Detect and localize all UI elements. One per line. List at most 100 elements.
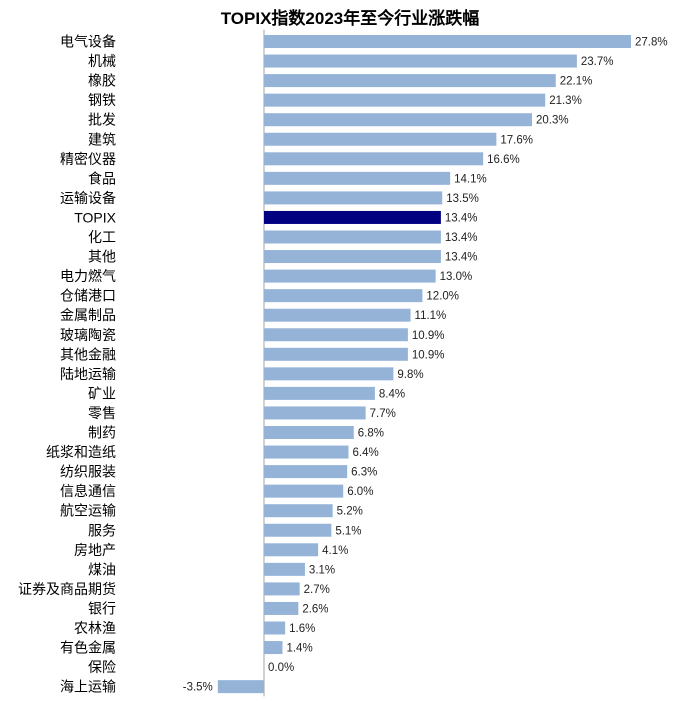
- category-label: 农林渔: [74, 620, 116, 636]
- value-label: 27.8%: [635, 37, 668, 49]
- value-label: 22.1%: [560, 76, 593, 88]
- bar: [264, 308, 411, 322]
- value-label: 6.0%: [347, 486, 373, 498]
- bar: [264, 171, 451, 185]
- value-label: 7.7%: [370, 408, 396, 420]
- bar: [264, 210, 441, 224]
- category-label: TOPIX: [74, 209, 116, 225]
- bar: [264, 191, 443, 205]
- category-label: 制药: [88, 425, 116, 441]
- value-label: 20.3%: [536, 115, 569, 127]
- value-label: 13.4%: [445, 232, 478, 244]
- value-label: 13.4%: [445, 252, 478, 264]
- value-label: 5.2%: [337, 506, 363, 518]
- value-label: 13.0%: [440, 271, 473, 283]
- bar: [264, 601, 299, 615]
- value-label: 5.1%: [335, 525, 361, 537]
- category-label: 纸浆和造纸: [46, 444, 116, 460]
- bar: [264, 426, 354, 439]
- chart-title: TOPIX指数2023年至今行业涨跌幅: [220, 9, 480, 28]
- value-label: 3.1%: [309, 564, 335, 576]
- value-label: 23.7%: [581, 56, 614, 68]
- category-label: 信息通信: [60, 483, 116, 499]
- category-label: 机械: [88, 53, 116, 69]
- category-label: 银行: [88, 600, 116, 616]
- category-label: 电力燃气: [60, 268, 116, 284]
- value-label: 1.6%: [289, 623, 315, 635]
- value-label: 11.1%: [415, 310, 447, 322]
- category-label: 矿业: [88, 385, 116, 401]
- category-label: 食品: [88, 170, 116, 186]
- bar: [264, 445, 349, 459]
- value-label: 12.0%: [426, 291, 459, 303]
- value-label: 9.8%: [397, 369, 423, 381]
- category-label: 服务: [88, 522, 116, 538]
- bar: [264, 289, 423, 303]
- category-label: 有色金属: [60, 640, 116, 656]
- bar: [264, 406, 366, 420]
- value-label: 2.7%: [304, 584, 330, 596]
- bar: [264, 74, 556, 88]
- category-label: 钢铁: [88, 92, 116, 108]
- bar: [264, 132, 497, 146]
- category-label: 橡胶: [88, 73, 116, 89]
- category-label: 煤油: [88, 561, 116, 577]
- category-label: 零售: [88, 405, 116, 421]
- bar: [264, 152, 484, 166]
- bar: [264, 113, 532, 127]
- bar: [264, 386, 375, 400]
- bar: [264, 367, 394, 381]
- bar: [264, 230, 441, 244]
- value-label: 6.3%: [351, 467, 377, 479]
- category-label: 金属制品: [60, 307, 116, 323]
- value-label: 10.9%: [412, 330, 445, 342]
- category-label: 其他金融: [60, 346, 116, 362]
- category-label: 房地产: [74, 542, 116, 558]
- category-label: 建筑: [88, 131, 116, 147]
- category-label: 运输设备: [60, 190, 116, 206]
- category-label: 其他: [88, 249, 116, 265]
- bar: [264, 347, 408, 361]
- bar: [264, 523, 332, 537]
- value-label: 17.6%: [500, 134, 533, 146]
- bar: [264, 250, 441, 264]
- bar: [264, 641, 283, 655]
- bar: [264, 562, 305, 576]
- bar: [264, 504, 333, 518]
- bar: [264, 582, 300, 596]
- value-label: 4.1%: [322, 545, 348, 557]
- value-label: 10.9%: [412, 349, 445, 361]
- bar: [264, 621, 286, 635]
- bar: [264, 484, 344, 498]
- category-label: 航空运输: [60, 503, 116, 519]
- bar: [264, 35, 631, 48]
- bar: [264, 465, 348, 479]
- value-label: 6.8%: [358, 428, 384, 440]
- value-label: 6.4%: [352, 447, 378, 459]
- category-label: 化工: [88, 229, 116, 245]
- category-label: 电气设备: [60, 34, 116, 50]
- category-label: 玻璃陶瓷: [60, 327, 116, 343]
- category-label: 海上运输: [60, 679, 116, 695]
- value-label: 1.4%: [286, 643, 312, 655]
- value-label: 16.6%: [487, 154, 520, 166]
- bar: [264, 328, 408, 342]
- value-label: 8.4%: [379, 388, 405, 400]
- value-label: 2.6%: [302, 603, 328, 615]
- bar: [264, 93, 546, 107]
- value-label: -3.5%: [183, 682, 213, 694]
- category-label: 证券及商品期货: [18, 581, 116, 597]
- value-label: 21.3%: [549, 95, 582, 107]
- category-label: 纺织服装: [60, 464, 116, 480]
- value-label: 0.0%: [268, 662, 294, 674]
- category-label: 精密仪器: [60, 151, 116, 167]
- bar: [264, 543, 319, 557]
- category-label: 批发: [88, 112, 116, 128]
- bar: [264, 54, 577, 68]
- category-label: 仓储港口: [60, 288, 116, 304]
- value-label: 13.4%: [445, 212, 478, 224]
- value-label: 14.1%: [454, 173, 487, 185]
- category-label: 陆地运输: [60, 366, 116, 382]
- category-label: 保险: [88, 659, 116, 675]
